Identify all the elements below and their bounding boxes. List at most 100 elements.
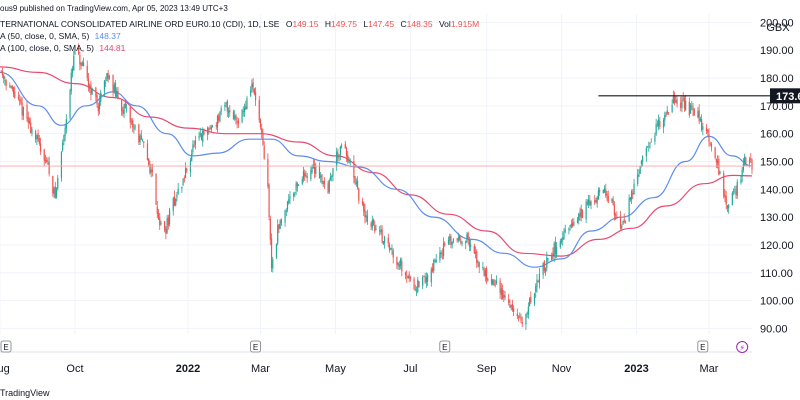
candle — [96, 93, 98, 108]
candle-body — [134, 126, 136, 128]
y-tick-label: 170.00 — [760, 101, 794, 113]
price-axis[interactable]: 90.00 100.00 110.00 120.00 130.00 140.00 150.0… — [760, 17, 794, 335]
candle-body — [708, 134, 710, 142]
candle — [208, 126, 210, 135]
candle — [666, 105, 668, 115]
candle-body — [390, 248, 392, 250]
candle-body — [425, 277, 427, 283]
candle-body — [313, 164, 316, 174]
candle-body — [580, 208, 582, 218]
earnings-marker[interactable]: E — [250, 340, 261, 353]
candle — [176, 191, 178, 202]
candle-body — [596, 197, 598, 204]
candle-body — [79, 54, 81, 65]
candle — [397, 262, 399, 270]
candle-body — [484, 270, 486, 276]
candle-body — [581, 209, 584, 218]
candle-body — [82, 62, 85, 67]
candle-body — [279, 220, 281, 229]
candle — [731, 191, 733, 206]
earnings-marker[interactable]: E — [439, 340, 451, 353]
candle — [656, 120, 658, 128]
candle-body — [649, 143, 651, 145]
candle-body — [404, 272, 407, 276]
candle — [275, 243, 278, 260]
candle — [503, 290, 505, 303]
candle-body — [492, 279, 494, 285]
candle-body — [194, 140, 196, 146]
levels-layer — [0, 95, 770, 167]
candle-body — [198, 135, 200, 139]
candle — [482, 261, 484, 271]
candle — [681, 95, 683, 113]
candle — [633, 178, 635, 195]
candle-body — [751, 159, 753, 170]
candle-body — [603, 188, 606, 192]
candle — [55, 187, 58, 199]
candle — [194, 135, 196, 150]
candle-body — [1, 71, 4, 76]
candle — [366, 209, 368, 225]
news-marker[interactable]: ⚡ — [736, 341, 749, 353]
candle-body — [381, 229, 383, 243]
earnings-marker[interactable]: E — [0, 340, 12, 353]
candle — [599, 187, 601, 196]
candle-body — [640, 160, 643, 165]
candle — [605, 183, 607, 199]
candle — [113, 82, 115, 94]
candle — [63, 134, 65, 146]
candle — [225, 101, 227, 108]
candle-body — [219, 111, 221, 122]
candle-body — [193, 146, 195, 147]
candle-body — [465, 240, 467, 244]
candle-body — [138, 124, 140, 143]
earnings-marker-label: E — [3, 343, 8, 352]
candle-body — [441, 253, 443, 255]
candle-body — [606, 193, 608, 196]
candle — [551, 252, 553, 261]
time-axis[interactable]: Aug Oct 2022 Mar May Jul Sep Nov 2023 Mar — [0, 351, 752, 375]
ma50-legend-label: A (50, close, 0, SMA, 5) — [0, 31, 89, 41]
candle — [140, 130, 142, 140]
candle-body — [150, 169, 152, 174]
candle-body — [97, 105, 99, 112]
earnings-marker[interactable]: E — [697, 340, 709, 353]
candle-body — [735, 191, 737, 195]
candle-body — [181, 186, 183, 189]
candle — [108, 74, 110, 80]
candle — [726, 204, 729, 213]
candle-body — [60, 151, 63, 178]
candle — [358, 187, 360, 205]
candle-body — [280, 219, 282, 224]
candle — [607, 190, 609, 204]
candle-body — [331, 176, 333, 178]
candle — [12, 86, 15, 98]
candle-body — [547, 258, 549, 260]
candle-body — [563, 232, 565, 239]
candle-body — [340, 145, 343, 147]
price-tag-label: 173.6 — [776, 91, 800, 103]
candle — [251, 79, 253, 93]
candle-body — [447, 239, 450, 244]
candle — [619, 210, 622, 230]
candle-body — [613, 204, 615, 216]
candle-body — [685, 101, 687, 111]
candle-body — [673, 96, 676, 103]
y-tick-label: 130.00 — [760, 212, 794, 224]
candle-body — [371, 219, 373, 228]
candle — [485, 266, 488, 284]
candle-body — [422, 276, 424, 286]
tradingview-brand: TradingView — [0, 388, 50, 398]
candle-body — [528, 298, 531, 307]
candle — [105, 76, 107, 88]
y-tick-label: 120.00 — [760, 240, 794, 252]
candle — [630, 189, 633, 205]
candle-body — [81, 62, 83, 66]
candle — [14, 86, 16, 99]
candle — [543, 260, 545, 274]
candle-body — [323, 180, 325, 185]
candle — [556, 241, 558, 259]
candle — [1, 67, 4, 79]
